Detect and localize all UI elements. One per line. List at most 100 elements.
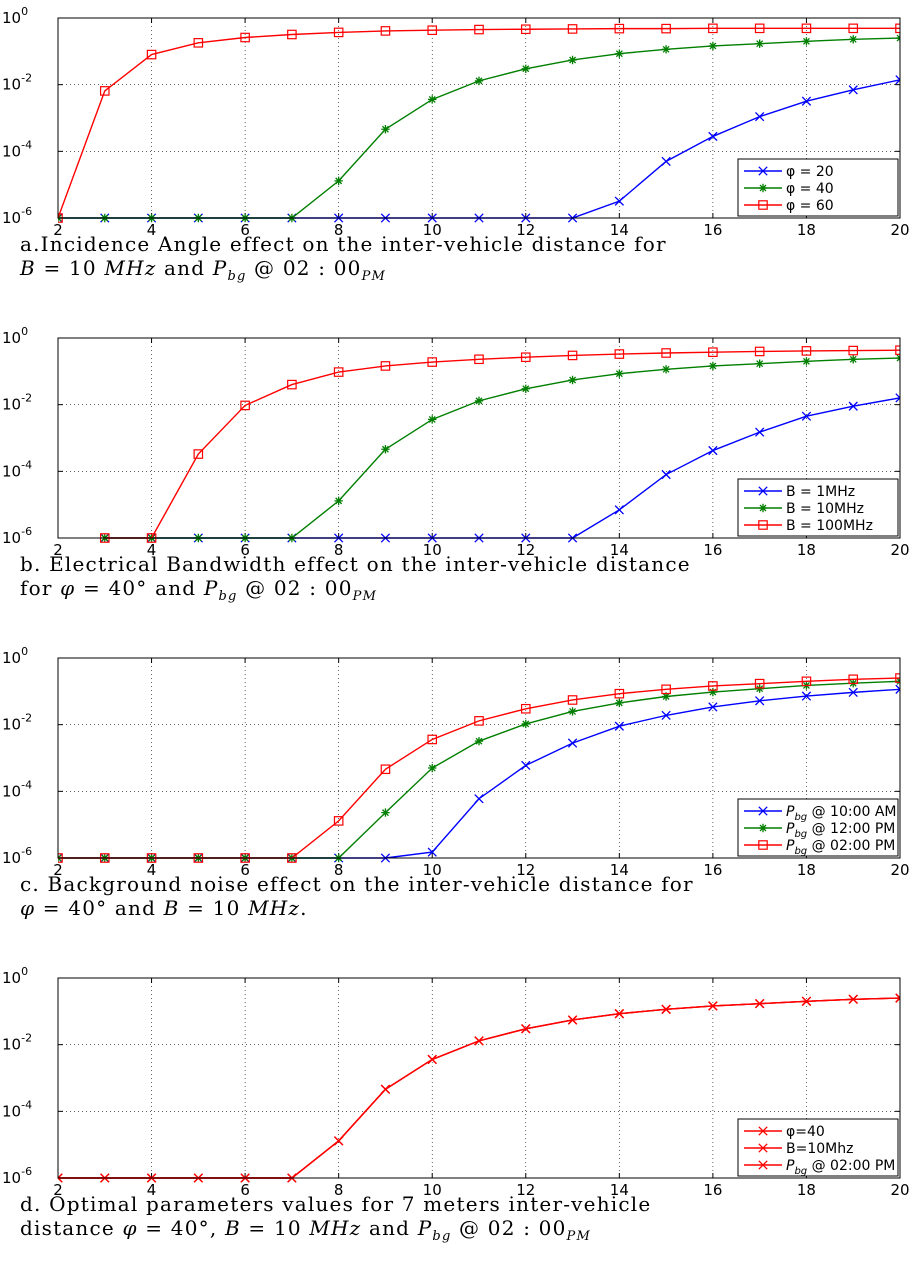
- data-point: [521, 719, 530, 729]
- ticks: 2 4 6 8 10 12 14 16 18 20 100 10-2 10-4 10-6: [2, 645, 910, 875]
- legend-label: Pbg @ 02:00 PM: [786, 1158, 895, 1177]
- x-tick-label: 16: [703, 221, 722, 235]
- data-point: [568, 375, 577, 385]
- chart-panel: 2 4 6 8 10 12 14 16 18 20 100 10-2 10-4 10-6 φ=40 B=10M…: [0, 960, 916, 1270]
- legend-marker: [758, 503, 768, 513]
- data-point: [334, 176, 343, 186]
- x-tick-label: 6: [240, 541, 250, 555]
- x-tick-label: 4: [147, 861, 157, 875]
- data-point: [428, 763, 437, 773]
- x-tick-label: 10: [423, 861, 442, 875]
- legend-marker: [758, 520, 768, 530]
- data-point: [895, 393, 900, 403]
- data-point: [333, 367, 344, 377]
- legend-label: Pbg @ 10:00 AM: [786, 804, 897, 823]
- legend-label: φ = 40: [786, 181, 834, 197]
- ticks: 2 4 6 8 10 12 14 16 18 20 100 10-2 10-4 10-6: [2, 5, 910, 235]
- x-tick-label: 4: [147, 541, 157, 555]
- x-tick-label: 20: [890, 541, 909, 555]
- data-point: [708, 361, 718, 371]
- data-point: [521, 1024, 531, 1034]
- legend-marker: [758, 486, 768, 496]
- caption-line-1: d. Optimal parameters values for 7 meter…: [20, 1192, 652, 1216]
- data-point: [895, 993, 900, 1003]
- data-point: [754, 678, 765, 689]
- caption-line-2: distance φ = 40°, B = 10 MHz and Pbg @ 0…: [20, 1216, 592, 1244]
- y-tick-label: 10-6: [2, 845, 32, 867]
- data-point: [848, 345, 859, 356]
- data-point: [661, 710, 671, 721]
- data-point: [849, 35, 858, 44]
- data-point: [708, 23, 718, 34]
- ticks: 2 4 6 8 10 12 14 16 18 20 100 10-2 10-4 10-6: [2, 325, 910, 555]
- data-point: [848, 85, 858, 95]
- data-point: [567, 738, 578, 748]
- data-point: [708, 131, 718, 142]
- data-point: [333, 27, 344, 38]
- x-tick-label: 18: [797, 1181, 816, 1195]
- legend-label: B=10Mhz: [786, 1141, 853, 1157]
- data-point: [755, 427, 765, 437]
- data-point: [755, 998, 765, 1009]
- data-point: [848, 401, 858, 411]
- data-point: [661, 348, 671, 358]
- data-point: [521, 384, 530, 393]
- data-point: [755, 39, 764, 48]
- data-point: [708, 41, 718, 51]
- data-point: [848, 687, 858, 698]
- chart-panel: 2 4 6 8 10 12 14 16 18 20 100 10-2 10-4 10-6 B = 1MHz B…: [0, 320, 916, 630]
- x-tick-label: 4: [147, 221, 157, 235]
- x-tick-label: 2: [53, 541, 63, 555]
- data-point: [848, 674, 859, 685]
- caption-line-2: for φ = 40° and Pbg @ 02 : 00PM: [20, 576, 378, 604]
- data-point: [380, 361, 391, 371]
- figure-caption: a.Incidence Angle effect on the inter-ve…: [20, 232, 667, 289]
- data-point: [146, 49, 157, 60]
- legend-label: φ = 20: [786, 164, 834, 180]
- data-point: [802, 357, 811, 366]
- y-tick-label: 10-4: [2, 1098, 32, 1120]
- data-point: [801, 96, 812, 106]
- data-point: [661, 469, 671, 480]
- data-point: [567, 695, 578, 705]
- x-tick-label: 16: [703, 541, 722, 555]
- data-point: [755, 111, 765, 122]
- data-point: [615, 49, 624, 58]
- data-point: [58, 1173, 63, 1183]
- data-point: [520, 24, 531, 35]
- legend-marker: [758, 1160, 768, 1170]
- y-tick-label: 10-4: [2, 138, 32, 160]
- axes-box: [57, 657, 901, 859]
- data-point: [380, 26, 391, 36]
- data-point: [848, 23, 859, 34]
- data-point: [614, 688, 625, 699]
- y-tick-label: 10-2: [2, 72, 32, 94]
- legend-label: B = 1MHz: [786, 484, 855, 500]
- x-tick-label: 18: [797, 541, 816, 555]
- x-tick-label: 2: [53, 221, 63, 235]
- x-tick-label: 10: [423, 541, 442, 555]
- legend-marker: [758, 823, 768, 833]
- data-point: [614, 196, 624, 206]
- x-tick-label: 8: [334, 861, 344, 875]
- data-point: [99, 86, 110, 96]
- x-tick-label: 14: [610, 1181, 629, 1195]
- grid: [58, 978, 900, 1178]
- data-point: [614, 1009, 624, 1019]
- x-tick-label: 6: [240, 221, 250, 235]
- data-point: [708, 445, 718, 456]
- data-point: [614, 505, 624, 515]
- legend-marker: [758, 806, 768, 816]
- figure-caption: b. Electrical Bandwidth effect on the in…: [20, 552, 691, 609]
- axes-box: [57, 337, 901, 539]
- y-tick-label: 10-4: [2, 458, 32, 480]
- data-point: [567, 24, 578, 34]
- data-point: [708, 687, 718, 697]
- legend-label: φ=40: [786, 1124, 825, 1140]
- data-point: [754, 346, 765, 357]
- y-tick-label: 10-6: [2, 525, 32, 547]
- y-tick-label: 10-2: [2, 392, 32, 414]
- data-point: [801, 411, 812, 421]
- data-point: [801, 346, 812, 356]
